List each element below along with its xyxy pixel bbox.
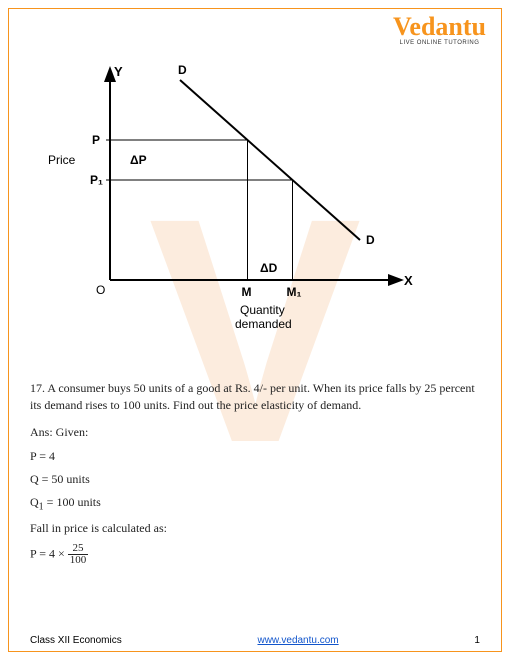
footer-page: 1	[474, 635, 480, 646]
equation-price-fall: P = 4 × 25 100	[30, 543, 480, 566]
logo: Vedantu LIVE ONLINE TUTORING	[393, 14, 486, 46]
fraction: 25 100	[68, 543, 89, 566]
equation-q1: Q1 = 100 units	[30, 494, 480, 514]
svg-text:demanded: demanded	[235, 317, 292, 330]
equation-q: Q = 50 units	[30, 471, 480, 488]
svg-text:M₁: M₁	[287, 285, 302, 299]
svg-text:ΔP: ΔP	[130, 153, 147, 167]
svg-text:M: M	[242, 285, 252, 299]
svg-text:D: D	[178, 63, 187, 77]
svg-text:P₁: P₁	[90, 173, 103, 187]
subtext: Fall in price is calculated as:	[30, 520, 480, 537]
logo-brand: Vedantu	[393, 14, 486, 40]
svg-text:D: D	[366, 233, 375, 247]
svg-text:P: P	[92, 133, 100, 147]
answer-prefix: Ans: Given:	[30, 424, 480, 441]
footer: Class XII Economics www.vedantu.com 1	[30, 635, 480, 646]
question-text: 17. A consumer buys 50 units of a good a…	[30, 380, 480, 414]
svg-text:Quantity: Quantity	[240, 303, 285, 317]
question-body: A consumer buys 50 units of a good at Rs…	[30, 381, 475, 412]
footer-left: Class XII Economics	[30, 635, 122, 646]
svg-text:Price: Price	[48, 153, 76, 167]
svg-text:O: O	[96, 283, 105, 297]
demand-chart: Y X O P P₁ M M₁ D D ΔP ΔD Price Quantitydemanded	[40, 60, 420, 330]
logo-tagline: LIVE ONLINE TUTORING	[393, 40, 486, 46]
equation-p: P = 4	[30, 448, 480, 465]
content-area: 17. A consumer buys 50 units of a good a…	[30, 380, 480, 572]
svg-text:X: X	[404, 273, 413, 288]
footer-link[interactable]: www.vedantu.com	[257, 635, 338, 646]
question-number: 17.	[30, 381, 45, 395]
svg-text:Y: Y	[114, 64, 123, 79]
svg-text:ΔD: ΔD	[260, 261, 278, 275]
